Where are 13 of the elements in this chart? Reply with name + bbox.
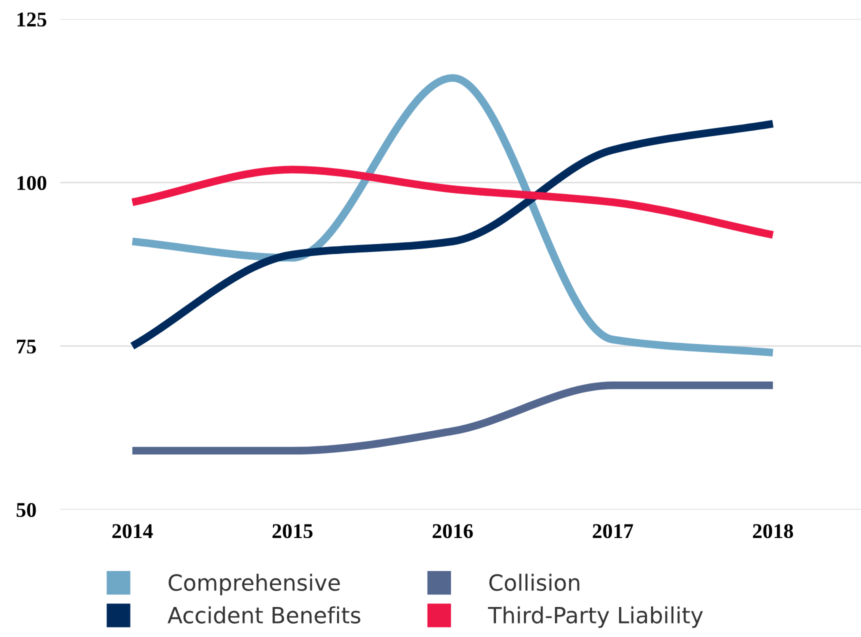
x-tick-label: 2014 (112, 524, 153, 538)
y-tick-label: 50 (16, 502, 36, 518)
y-tick-label: 100 (17, 176, 46, 190)
legend-label: Accident Benefits (168, 606, 360, 624)
y-tick-label: 125 (17, 12, 46, 27)
x-tick-label: 2017 (592, 524, 634, 538)
legend-label: Comprehensive (168, 574, 340, 596)
x-tick-label: 2018 (752, 524, 794, 538)
y-tick-label: 75 (17, 340, 36, 354)
legend-label: Collision (489, 574, 580, 591)
x-tick-label: 2016 (432, 524, 473, 538)
x-tick-label: 2015 (272, 524, 313, 538)
legend-label: Third-Party Liability (488, 606, 703, 628)
